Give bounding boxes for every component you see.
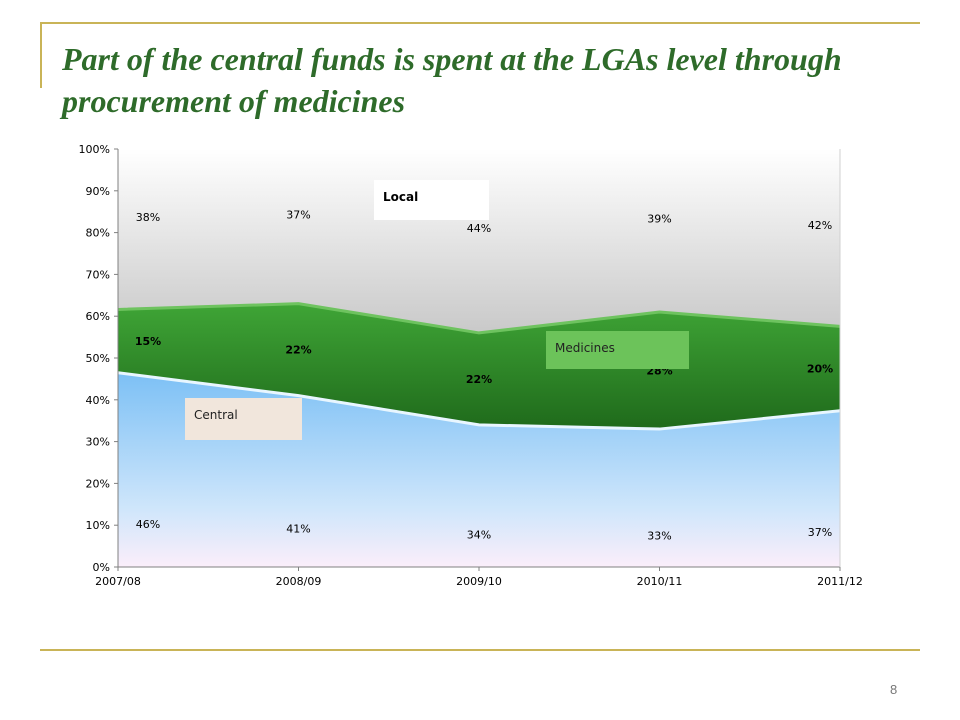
legend-box-central <box>185 398 302 440</box>
data-label-central: 41% <box>286 523 310 536</box>
y-tick-label: 50% <box>86 352 110 365</box>
x-tick-label: 2007/08 <box>95 575 141 588</box>
data-label-medicines: 22% <box>466 373 492 386</box>
legend-box-local <box>374 180 489 220</box>
page-number: 8 <box>890 682 898 697</box>
y-tick-label: 70% <box>86 268 110 281</box>
stacked-area-chart: 0% 10% 20% 30% 40% 50% 60% 70% 80% 90% 100% 2007/08… <box>79 143 863 588</box>
legend-box-medicines <box>546 331 689 369</box>
x-tick-label: 2009/10 <box>456 575 502 588</box>
y-tick-label: 0% <box>93 561 110 574</box>
top-rule <box>40 22 920 24</box>
legend-label-medicines: Medicines <box>555 341 615 355</box>
y-tick-label: 80% <box>86 227 110 240</box>
bottom-rule <box>40 649 920 651</box>
slide-title: Part of the central funds is spent at th… <box>62 41 842 119</box>
y-tick-label: 10% <box>86 519 110 532</box>
x-tick-label: 2008/09 <box>276 575 322 588</box>
data-label-medicines: 20% <box>807 363 833 376</box>
data-label-central: 33% <box>647 529 671 542</box>
y-tick-label: 60% <box>86 310 110 323</box>
legend-label-local: Local <box>383 190 418 204</box>
boundary-central <box>117 371 841 431</box>
boundary-medicines <box>117 302 841 335</box>
x-tick-label: 2010/11 <box>637 575 683 588</box>
x-tick-label: 2011/12 <box>817 575 863 588</box>
area-local <box>118 149 840 333</box>
data-label-medicines: 22% <box>285 344 311 357</box>
data-label-central: 34% <box>467 529 491 542</box>
data-label-medicines: 15% <box>135 335 161 348</box>
data-label-local: 42% <box>808 219 832 232</box>
y-tick-label: 20% <box>86 477 110 490</box>
data-label-central: 37% <box>808 526 832 539</box>
data-label-local: 38% <box>136 211 160 224</box>
data-label-local: 39% <box>647 212 671 225</box>
y-tick-label: 40% <box>86 394 110 407</box>
y-tick-label: 90% <box>86 185 110 198</box>
left-accent-rule <box>40 22 42 88</box>
y-tick-label: 30% <box>86 436 110 449</box>
data-label-central: 46% <box>136 518 160 531</box>
data-label-local: 44% <box>467 222 491 235</box>
data-label-local: 37% <box>286 209 310 222</box>
legend-label-central: Central <box>194 408 238 422</box>
y-tick-label: 100% <box>79 143 110 156</box>
